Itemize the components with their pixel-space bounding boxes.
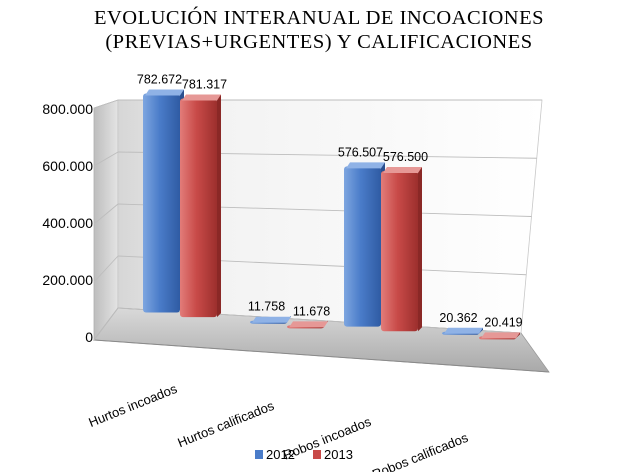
category-label: Hurtos calificados	[175, 398, 276, 451]
legend-swatch-2013	[313, 450, 321, 459]
bar-top	[289, 321, 328, 328]
y-axis: 0 200.000 400.000 600.000 800.000	[42, 101, 93, 345]
bar-top	[252, 316, 291, 323]
bar-2013-2	[381, 166, 422, 332]
gridline-side	[93, 151, 119, 167]
plot-area	[93, 99, 550, 373]
y-tick-label: 200.000	[42, 272, 93, 288]
data-label-2012: 576.507	[338, 145, 383, 159]
bars-group	[143, 89, 520, 340]
gridline-side	[93, 255, 119, 283]
bar-2013-3	[479, 332, 520, 340]
bar-top	[383, 166, 422, 173]
y-tick-label: 400.000	[42, 215, 93, 231]
legend-label-2013: 2013	[324, 447, 353, 462]
y-tick-label: 600.000	[42, 158, 93, 174]
data-label-2013: 781.317	[182, 77, 227, 91]
bar-front	[143, 93, 180, 313]
category-label: Hurtos incoados	[86, 381, 179, 430]
bar-2012-0	[143, 89, 184, 313]
side-wall	[93, 99, 119, 342]
data-label-2012: 20.362	[439, 311, 477, 325]
data-label-2013: 20.419	[484, 315, 522, 329]
gridline-side	[93, 99, 119, 109]
gridline-side	[93, 307, 119, 341]
bar-side	[418, 166, 422, 332]
y-tick-label: 0	[85, 329, 93, 345]
legend-swatch-2012	[255, 450, 263, 459]
bar-2012-2	[344, 162, 385, 327]
bar-2013-1	[287, 320, 328, 329]
chart-title-line-1: EVOLUCIÓN INTERANUAL DE INCOACIONES	[93, 7, 545, 29]
legend-label-2012: 2012	[266, 447, 295, 462]
data-labels: 782.672 781.317 11.758 11.678 576.507 576.500…	[137, 72, 523, 329]
category-label: Robos calificados	[370, 430, 471, 472]
bar-front	[180, 98, 217, 318]
chart-title-line-2: (PREVIAS+URGENTES) Y CALIFICACIONES	[105, 31, 533, 53]
floor-front-edge	[93, 339, 550, 373]
bar-top	[444, 327, 483, 334]
bar-front	[381, 170, 418, 332]
data-label-2013: 576.500	[383, 150, 428, 164]
data-label-2012: 782.672	[137, 72, 182, 86]
bar-2012-1	[250, 316, 291, 324]
bar-top	[182, 94, 221, 101]
y-tick-label: 800.000	[42, 101, 93, 117]
data-label-2013: 11.678	[293, 304, 330, 318]
gridline-side	[93, 203, 119, 225]
bar-top	[481, 332, 520, 339]
bar-2012-3	[442, 327, 483, 335]
chart-title: EVOLUCIÓN INTERANUAL DE INCOACIONES (PRE…	[0, 6, 638, 54]
bar-2013-0	[180, 94, 221, 318]
bar-front	[344, 166, 381, 327]
data-label-2012: 11.758	[248, 300, 285, 314]
bar-side	[217, 94, 221, 318]
legend: 2012 2013	[255, 447, 353, 462]
bar-top	[145, 89, 184, 96]
bar-top	[346, 162, 385, 169]
